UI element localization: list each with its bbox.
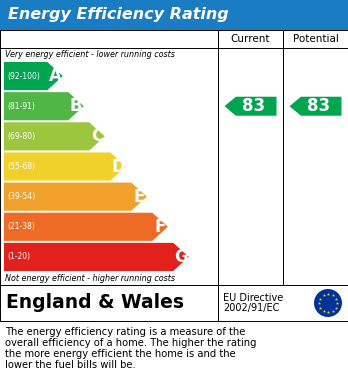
Text: 2002/91/EC: 2002/91/EC (223, 303, 279, 314)
Text: (1-20): (1-20) (7, 253, 30, 262)
Text: C: C (91, 127, 103, 145)
Text: (69-80): (69-80) (7, 132, 35, 141)
Text: 83: 83 (242, 97, 265, 115)
Text: (39-54): (39-54) (7, 192, 35, 201)
Text: (55-68): (55-68) (7, 162, 35, 171)
Bar (0, 285, 348, 321)
Text: (21-38): (21-38) (7, 222, 35, 231)
Polygon shape (290, 97, 341, 116)
Text: (81-91): (81-91) (7, 102, 35, 111)
Bar (0, 0, 348, 30)
Polygon shape (4, 243, 189, 271)
Text: EU Directive: EU Directive (223, 292, 283, 303)
Polygon shape (4, 183, 147, 211)
Text: A: A (49, 67, 62, 85)
Text: Energy Efficiency Rating: Energy Efficiency Rating (8, 7, 229, 23)
Text: Potential: Potential (293, 34, 339, 44)
Polygon shape (4, 62, 63, 90)
Bar (0, 30, 348, 285)
Text: G: G (174, 248, 188, 266)
Text: F: F (155, 218, 166, 236)
Polygon shape (4, 122, 105, 151)
Text: (92-100): (92-100) (7, 72, 40, 81)
Text: The energy efficiency rating is a measure of the: The energy efficiency rating is a measur… (5, 327, 245, 337)
Polygon shape (224, 97, 277, 116)
Polygon shape (4, 213, 168, 241)
Text: B: B (70, 97, 82, 115)
Polygon shape (4, 152, 126, 181)
Text: Current: Current (231, 34, 270, 44)
Text: overall efficiency of a home. The higher the rating: overall efficiency of a home. The higher… (5, 338, 256, 348)
Text: E: E (133, 188, 145, 206)
Text: D: D (111, 158, 125, 176)
Text: Very energy efficient - lower running costs: Very energy efficient - lower running co… (5, 50, 175, 59)
Text: lower the fuel bills will be.: lower the fuel bills will be. (5, 360, 136, 370)
Text: 83: 83 (307, 97, 330, 115)
Text: England & Wales: England & Wales (6, 294, 184, 312)
Text: the more energy efficient the home is and the: the more energy efficient the home is an… (5, 349, 236, 359)
Circle shape (314, 289, 342, 317)
Text: Not energy efficient - higher running costs: Not energy efficient - higher running co… (5, 274, 175, 283)
Polygon shape (4, 92, 84, 120)
